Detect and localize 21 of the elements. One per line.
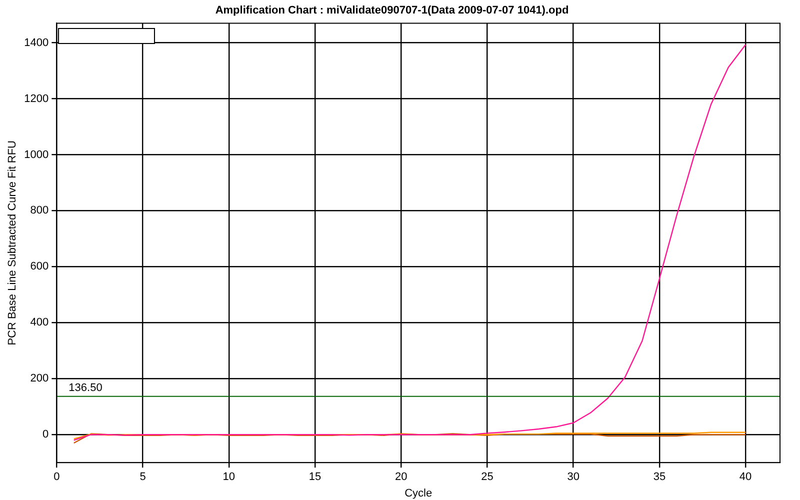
x-tick-label: 30: [567, 471, 580, 484]
chart-title: Amplification Chart : miValidate090707-1(Data 2009-07-07 1041).opd: [215, 4, 569, 17]
x-axis-title: Cycle: [404, 487, 432, 500]
y-tick-label: 0: [42, 428, 49, 441]
x-tick-label: 25: [481, 471, 494, 484]
x-tick-label: 5: [140, 471, 146, 484]
y-tick-label: 600: [30, 260, 49, 273]
y-tick-label: 800: [30, 204, 49, 217]
y-tick-label: 400: [30, 316, 49, 329]
y-tick-label: 1000: [24, 148, 49, 161]
x-tick-label: 15: [308, 471, 322, 484]
ref-line-label: 136.50: [68, 382, 102, 394]
x-tick-label: 10: [222, 471, 236, 484]
x-tick-label: 35: [653, 471, 666, 484]
y-tick-label: 1200: [24, 92, 49, 105]
x-tick-label: 0: [54, 471, 60, 484]
x-tick-label: 40: [739, 471, 752, 484]
x-tick-label: 20: [394, 471, 408, 484]
y-axis-title: PCR Base Line Subtracted Curve Fit RFU: [6, 140, 19, 346]
y-tick-label: 200: [30, 372, 49, 385]
y-tick-label: 1400: [24, 36, 49, 49]
